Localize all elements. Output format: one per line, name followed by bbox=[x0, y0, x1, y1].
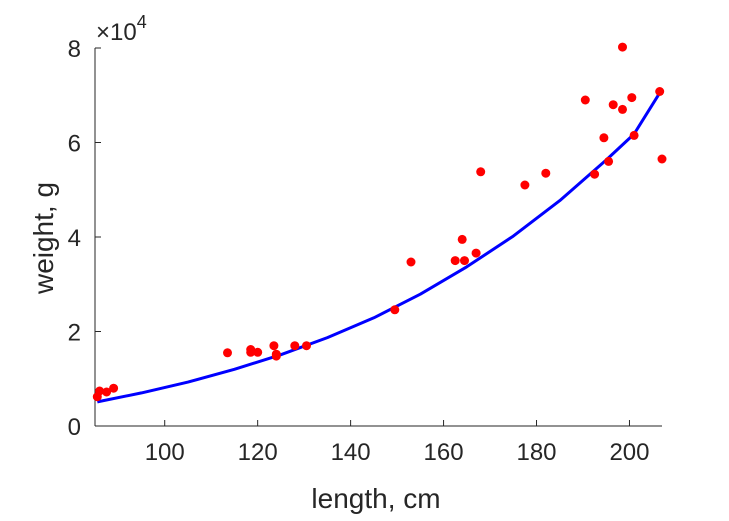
data-point bbox=[541, 168, 551, 178]
data-point bbox=[269, 341, 279, 351]
data-point bbox=[102, 387, 112, 397]
scatter-points-layer bbox=[92, 42, 667, 402]
data-point bbox=[655, 87, 665, 96]
data-point bbox=[471, 248, 481, 258]
y-tick-label: 6 bbox=[68, 131, 81, 158]
data-point bbox=[599, 133, 609, 143]
axes bbox=[94, 47, 662, 427]
fit-curve-layer bbox=[97, 92, 661, 404]
data-point bbox=[476, 167, 486, 177]
data-point bbox=[406, 257, 416, 267]
data-point bbox=[95, 386, 105, 396]
data-point bbox=[390, 305, 400, 315]
data-point bbox=[457, 234, 467, 244]
data-point bbox=[271, 351, 281, 361]
data-point bbox=[590, 169, 600, 179]
data-point bbox=[302, 341, 311, 351]
data-point bbox=[580, 95, 590, 105]
data-point bbox=[290, 341, 300, 351]
x-tick-label: 120 bbox=[238, 439, 278, 466]
data-point bbox=[608, 100, 618, 110]
data-point bbox=[618, 42, 627, 52]
x-tick-label: 200 bbox=[609, 439, 649, 466]
data-point bbox=[520, 180, 530, 190]
y-axis-label: weight, g bbox=[28, 182, 59, 295]
x-tick-label: 160 bbox=[424, 439, 464, 466]
tick-labels-layer: 100 120 140 160 180 200 0 2 4 6 8 bbox=[68, 36, 650, 466]
y-exponent-power: 4 bbox=[137, 12, 147, 32]
x-tick-label: 180 bbox=[516, 439, 556, 466]
data-point bbox=[253, 347, 263, 357]
y-tick-label: 0 bbox=[68, 414, 81, 441]
fit-curve-line bbox=[97, 92, 661, 404]
data-point bbox=[657, 154, 667, 164]
data-point bbox=[618, 104, 627, 114]
data-point bbox=[109, 383, 119, 393]
data-point bbox=[629, 130, 639, 140]
data-point bbox=[627, 93, 637, 103]
data-point bbox=[460, 256, 469, 266]
data-point bbox=[604, 156, 614, 166]
y-exponent-base: ×10 bbox=[96, 19, 137, 46]
y-tick-label: 8 bbox=[68, 36, 81, 63]
data-point bbox=[450, 256, 460, 266]
x-tick-label: 140 bbox=[331, 439, 371, 466]
data-point bbox=[223, 348, 232, 358]
x-axis-label: length, cm bbox=[311, 483, 440, 514]
y-tick-label: 4 bbox=[68, 225, 81, 252]
y-tick-label: 2 bbox=[68, 320, 81, 347]
data-point bbox=[246, 347, 256, 357]
x-tick-label: 100 bbox=[145, 439, 185, 466]
y-exponent-label: ×104 bbox=[96, 12, 147, 46]
